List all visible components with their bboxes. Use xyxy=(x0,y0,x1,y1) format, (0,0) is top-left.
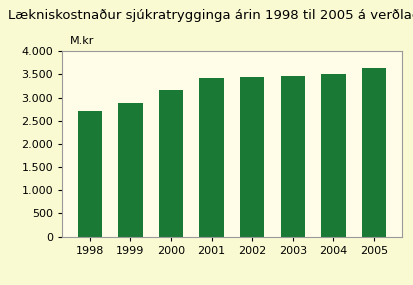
Bar xyxy=(361,68,385,237)
Bar xyxy=(199,78,223,237)
Bar xyxy=(118,103,142,237)
Bar xyxy=(280,76,304,237)
Bar xyxy=(320,74,345,237)
Bar xyxy=(158,89,183,237)
Bar xyxy=(240,77,263,237)
Text: Lækniskostnaður sjúkratrygginga árin 1998 til 2005 á verðlagi 2006: Lækniskostnaður sjúkratrygginga árin 199… xyxy=(8,9,413,22)
Text: M.kr: M.kr xyxy=(69,36,94,46)
Bar xyxy=(77,111,102,237)
